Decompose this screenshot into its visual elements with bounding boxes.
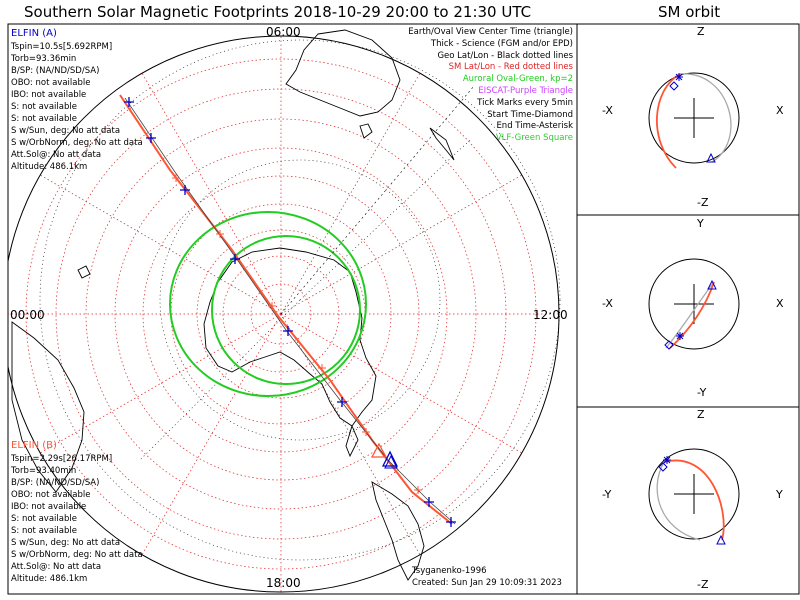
elfin-b-line: S w/Sun, deg: No att data — [11, 538, 121, 548]
elfin-b-line: S: not available — [11, 514, 77, 524]
elfin-a-line: S w/OrbNorm, deg: No att data — [11, 138, 143, 148]
orbit-xz-start-diamond — [669, 81, 679, 91]
orbit-xz-triangle — [706, 152, 716, 163]
orbit-xz-plot — [648, 72, 740, 169]
south-america-coast — [371, 481, 425, 581]
orbit-3-top-label: Z — [697, 408, 705, 421]
orbit-xy-triangle — [707, 279, 717, 290]
orbit-panel-frame-2 — [576, 214, 800, 408]
orbit-2-right-label: X — [776, 297, 784, 310]
legend-entry: Auroral Oval-Green, kp=2 — [462, 74, 573, 85]
legend-entry: Start Time-Diamond — [487, 109, 573, 120]
tasmania-coast — [359, 123, 373, 139]
elfin-b-line: B/SP: (NA/ND/SD/SA) — [11, 478, 100, 488]
legend-entry: End Time-Asterisk — [496, 121, 573, 132]
auroral-oval-inner — [211, 235, 361, 385]
hour-label-left: 00:00 — [10, 308, 45, 322]
elfin-a-line: B/SP: (NA/ND/SD/SA) — [11, 66, 100, 76]
elfin-b-tick-marks — [172, 174, 422, 494]
sm-orbit-title: SM orbit — [658, 3, 721, 21]
elfin-a-line: S: not available — [11, 114, 77, 124]
orbit-yz-triangle — [716, 534, 726, 545]
elfin-a-line: IBO: not available — [11, 90, 87, 100]
antarctic-peninsula-coast — [345, 424, 359, 458]
elfin-a-line: OBO: not available — [11, 78, 91, 88]
elfin-b-line: Altitude: 486.1km — [11, 574, 88, 584]
hour-label-bottom: 18:00 — [266, 576, 301, 590]
elfin-b-line: Tspin=2.29s[26.17RPM] — [11, 454, 113, 464]
coastlines — [11, 29, 455, 581]
orbit-xz-end-asterisk — [675, 73, 683, 81]
legend: Earth/Oval View Center Time (triangle) T… — [408, 27, 573, 145]
orbit-1-left-label: -X — [602, 104, 613, 117]
orbit-yz-end-asterisk — [663, 456, 671, 464]
auroral-oval — [169, 211, 367, 397]
new-zealand-coast — [429, 127, 455, 161]
elfin-a-view-center-triangle — [381, 450, 399, 467]
orbit-panel-frame-3 — [576, 406, 800, 595]
created-timestamp: Created: Sun Jan 29 10:09:31 2023 — [412, 578, 562, 588]
elfin-a-line: Att.Sol@: No att data — [11, 150, 102, 160]
elfin-b-line: IBO: not available — [11, 502, 87, 512]
australia-coast — [285, 29, 401, 117]
legend-entry: Geo Lat/Lon - Black dotted lines — [437, 50, 573, 61]
legend-entry: Tick Marks every 5min — [477, 97, 573, 108]
elfin-a-line: Torb=93.36min — [11, 54, 77, 64]
legend-entry: Earth/Oval View Center Time (triangle) — [408, 27, 573, 37]
elfin-b-track — [119, 94, 453, 525]
elfin-b-title: ELFIN (B) — [11, 440, 57, 451]
legend-entry: SM Lat/Lon - Red dotted lines — [448, 62, 573, 73]
elfin-b-line: Torb=93.40min — [11, 466, 77, 476]
orbit-3-left-label: -Y — [602, 488, 612, 501]
elfin-b-line: S w/OrbNorm, deg: No att data — [11, 550, 143, 560]
elfin-a-tick-marks — [124, 97, 456, 527]
legend-entry: Thick - Science (FGM and/or EPD) — [430, 38, 573, 49]
orbit-2-top-label: Y — [697, 217, 704, 230]
orbit-xy-plot — [648, 258, 740, 350]
globe-outline — [8, 35, 560, 593]
elfin-a-line: Altitude: 486.1km — [11, 162, 88, 172]
orbit-yz-plot — [648, 448, 740, 545]
model-label: Tsyganenko-1996 — [412, 566, 487, 576]
elfin-b-line: S: not available — [11, 526, 77, 536]
hour-label-right: 12:00 — [533, 308, 568, 322]
auroral-oval-outer — [169, 211, 367, 397]
orbit-3-bottom-label: -Z — [697, 578, 709, 591]
kerguelen-coast — [77, 265, 91, 279]
legend-entry: VLF-Green Square — [495, 133, 573, 144]
orbit-yz-start-diamond — [658, 462, 668, 472]
orbit-1-right-label: X — [776, 104, 784, 117]
elfin-a-line: Tspin=10.5s[5.692RPM] — [11, 42, 113, 52]
elfin-a-line: S: not available — [11, 102, 77, 112]
elfin-b-line: OBO: not available — [11, 490, 91, 500]
elfin-a-title: ELFIN (A) — [11, 28, 57, 39]
africa-coast — [11, 321, 85, 493]
elfin-a-info: ELFIN (A) Tspin=10.5s[5.692RPM] Torb=93.… — [11, 27, 143, 173]
orbit-1-bottom-label: -Z — [697, 196, 709, 209]
orbit-3-right-label: Y — [776, 488, 783, 501]
orbit-xy-end-asterisk — [676, 332, 684, 340]
elfin-a-view-center-triangle-2 — [384, 454, 398, 469]
elfin-b-info: ELFIN (B) Tspin=2.29s[26.17RPM] Torb=93.… — [11, 439, 143, 585]
elfin-b-view-center-triangle — [370, 442, 388, 458]
orbit-1-top-label: Z — [697, 25, 705, 38]
elfin-a-track — [124, 97, 456, 525]
geo-grid — [39, 39, 561, 561]
plot-title: Southern Solar Magnetic Footprints 2018-… — [24, 3, 532, 21]
legend-entry: EISCAT-Purple Triangle — [478, 85, 573, 96]
orbit-2-left-label: -X — [602, 297, 613, 310]
orbit-xy-start-diamond — [664, 340, 674, 350]
orbit-panel-frame-1 — [576, 23, 800, 216]
antarctica-coast — [203, 247, 377, 427]
hour-label-top: 06:00 — [266, 25, 301, 39]
elfin-a-line: S w/Sun, deg: No att data — [11, 126, 121, 136]
elfin-b-line: Att.Sol@: No att data — [11, 562, 102, 572]
orbit-2-bottom-label: -Y — [697, 386, 707, 399]
